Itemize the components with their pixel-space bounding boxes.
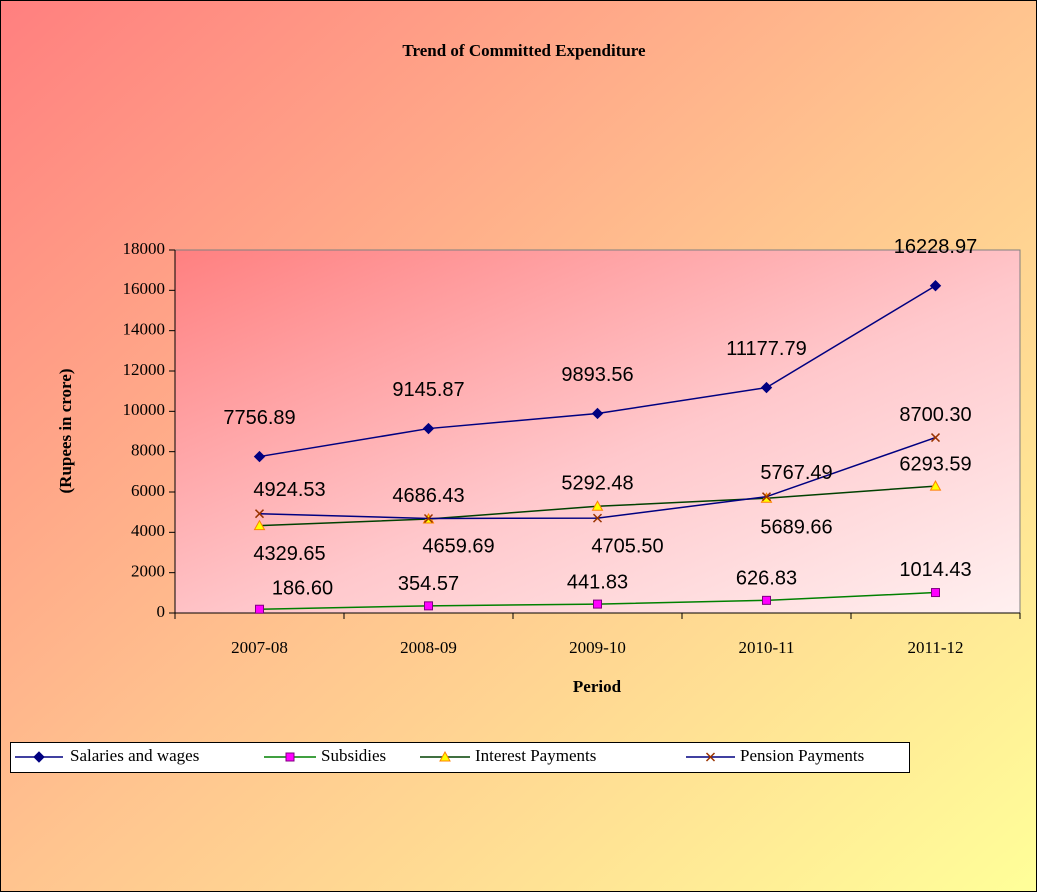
x-tick-label: 2007-08 [231, 638, 288, 657]
data-label: 6293.59 [899, 453, 971, 475]
data-label: 4924.53 [253, 479, 325, 501]
data-label: 4329.65 [253, 543, 325, 565]
y-tick-label: 18000 [123, 239, 166, 258]
marker [253, 450, 266, 463]
marker [705, 752, 716, 762]
marker [929, 480, 942, 491]
marker [591, 500, 604, 511]
y-tick-label: 2000 [131, 562, 165, 581]
y-tick-label: 16000 [123, 279, 166, 298]
y-tick-label: 4000 [131, 521, 165, 540]
marker [591, 407, 604, 420]
y-tick-label: 0 [157, 602, 166, 621]
plot-area [174, 249, 1021, 614]
legend-label: Interest Payments [475, 746, 596, 765]
data-label: 4659.69 [422, 535, 494, 557]
data-label: 5767.49 [760, 462, 832, 484]
marker [33, 751, 45, 763]
marker [593, 599, 602, 609]
y-tick-label: 10000 [123, 400, 166, 419]
marker [255, 604, 264, 614]
marker [762, 595, 771, 605]
marker [930, 433, 941, 443]
chart-title: Trend of Committed Expenditure [402, 41, 646, 60]
data-label: 441.83 [567, 571, 628, 593]
x-tick-label: 2010-11 [738, 638, 794, 657]
legend-label: Subsidies [321, 746, 386, 765]
x-tick-label: 2011-12 [907, 638, 963, 657]
marker [285, 752, 295, 762]
y-tick-label: 14000 [123, 320, 166, 339]
marker [422, 422, 435, 435]
x-tick-label: 2008-09 [400, 638, 457, 657]
marker [424, 601, 433, 611]
marker [760, 381, 773, 394]
data-label: 1014.43 [899, 559, 971, 581]
data-label: 4686.43 [392, 485, 464, 507]
marker [931, 588, 940, 598]
data-label: 4705.50 [591, 535, 663, 557]
data-label: 16228.97 [894, 236, 977, 258]
marker [254, 509, 265, 519]
data-label: 8700.30 [899, 404, 971, 426]
legend-label: Salaries and wages [70, 746, 199, 765]
marker [929, 280, 942, 292]
data-label: 626.83 [736, 568, 797, 590]
marker [592, 513, 603, 523]
x-tick-label: 2009-10 [569, 638, 626, 657]
x-axis-label: Period [573, 677, 622, 696]
marker [439, 750, 451, 762]
y-tick-label: 8000 [131, 441, 165, 460]
data-label: 354.57 [398, 573, 459, 595]
y-axis-label: (Rupees in crore) [56, 369, 75, 494]
marker [761, 492, 772, 502]
data-label: 5689.66 [760, 517, 832, 539]
data-label: 186.60 [272, 578, 333, 600]
data-label: 9145.87 [392, 379, 464, 401]
marker [423, 513, 434, 524]
legend-label: Pension Payments [740, 746, 864, 765]
data-label: 11177.79 [726, 338, 806, 360]
y-tick-label: 6000 [131, 481, 165, 500]
y-tick-label: 12000 [123, 360, 166, 379]
data-label: 7756.89 [223, 407, 295, 429]
data-label: 9893.56 [561, 364, 633, 386]
data-label: 5292.48 [561, 473, 633, 495]
marker [253, 519, 266, 531]
